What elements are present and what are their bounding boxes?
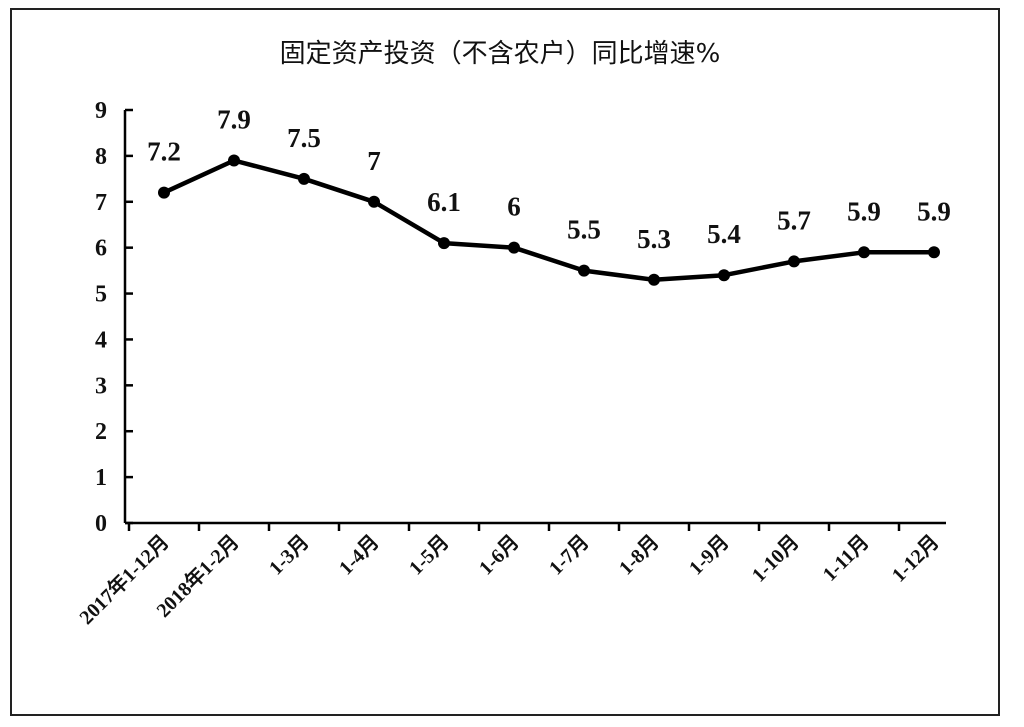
x-tick-label: 1-9月 (685, 531, 734, 580)
data-label: 6.1 (427, 187, 461, 217)
chart-frame (10, 8, 1000, 716)
x-tick-label: 1-7月 (545, 531, 594, 580)
x-tick-label: 1-11月 (819, 531, 874, 586)
x-tick-label: 1-10月 (748, 531, 804, 587)
data-point (858, 246, 870, 259)
data-label: 7.5 (287, 123, 321, 153)
data-point (578, 264, 590, 277)
y-tick-label: 6 (95, 236, 107, 262)
y-tick-label: 2 (95, 419, 107, 445)
x-tick-label: 1-3月 (265, 531, 314, 580)
y-tick-label: 0 (95, 511, 107, 537)
data-point (718, 269, 730, 282)
data-label: 5.9 (847, 196, 881, 226)
x-tick-label: 1-4月 (335, 531, 384, 580)
data-point (788, 255, 800, 268)
y-tick-label: 3 (95, 373, 107, 399)
y-tick-label: 9 (95, 98, 107, 124)
y-tick-label: 1 (95, 465, 107, 491)
y-ticks: 0 1 2 3 4 5 6 7 8 9 (95, 98, 133, 537)
data-labels: 7.2 7.9 7.5 7 6.1 6 5.5 5.3 5.4 5.7 5.9 5.9 (147, 104, 951, 253)
data-label: 5.4 (707, 219, 741, 249)
data-point (928, 246, 940, 259)
data-label: 5.9 (917, 196, 951, 226)
y-tick-label: 7 (95, 190, 107, 216)
data-points (158, 154, 940, 286)
data-label: 6 (507, 192, 521, 222)
x-tick-label: 1-8月 (615, 531, 664, 580)
x-tick-label: 2017年1-12月 (74, 530, 173, 629)
data-label: 7.9 (217, 104, 251, 134)
x-tick-label: 1-5月 (405, 531, 454, 580)
data-point (648, 273, 660, 286)
data-point (508, 241, 520, 254)
data-label: 5.5 (567, 215, 601, 245)
data-point (158, 186, 170, 199)
x-tick-label: 1-6月 (475, 531, 524, 580)
data-point (438, 237, 450, 250)
data-label: 7.2 (147, 137, 181, 167)
y-tick-label: 4 (95, 327, 107, 353)
x-tick-label: 1-12月 (888, 531, 944, 587)
data-point (228, 154, 240, 167)
series-line (163, 158, 934, 283)
data-label: 7 (367, 146, 381, 176)
y-tick-label: 5 (95, 282, 107, 308)
data-point (368, 195, 380, 208)
data-point (298, 172, 310, 185)
data-label: 5.3 (637, 224, 671, 254)
y-tick-label: 8 (95, 144, 107, 170)
data-label: 5.7 (777, 205, 811, 235)
chart-title: 固定资产投资（不含农户）同比增速% (280, 39, 721, 69)
